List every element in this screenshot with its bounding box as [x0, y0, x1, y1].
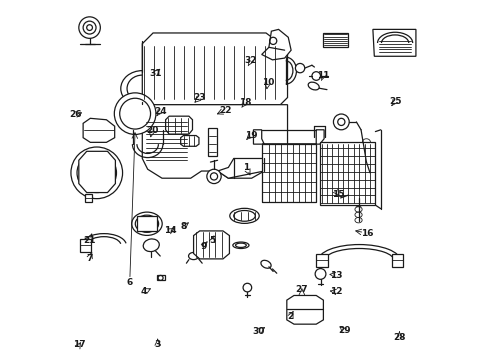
Text: 19: 19	[244, 131, 257, 140]
Ellipse shape	[131, 212, 162, 235]
Text: 2: 2	[286, 312, 293, 321]
Ellipse shape	[307, 82, 319, 90]
Polygon shape	[193, 231, 229, 259]
Bar	[319, 142, 375, 205]
Ellipse shape	[261, 260, 270, 268]
Polygon shape	[217, 158, 287, 178]
Polygon shape	[79, 151, 115, 193]
Text: 26: 26	[69, 110, 81, 119]
Text: 18: 18	[239, 98, 251, 107]
Polygon shape	[85, 194, 92, 202]
Text: 13: 13	[329, 270, 342, 279]
Polygon shape	[253, 130, 264, 144]
Bar	[316, 254, 327, 267]
Circle shape	[325, 191, 340, 205]
Text: 29: 29	[337, 326, 350, 335]
Polygon shape	[142, 33, 287, 105]
Text: 5: 5	[209, 237, 215, 246]
Text: 28: 28	[392, 333, 405, 342]
Text: 1: 1	[243, 163, 249, 172]
Bar	[207, 128, 217, 156]
Ellipse shape	[229, 208, 259, 224]
Text: 24: 24	[154, 107, 166, 116]
Polygon shape	[165, 116, 192, 134]
Circle shape	[71, 147, 122, 199]
Text: 6: 6	[126, 278, 133, 287]
Text: 15: 15	[331, 190, 344, 199]
Circle shape	[314, 269, 325, 279]
Circle shape	[333, 114, 348, 130]
Text: 16: 16	[360, 229, 373, 238]
Bar	[156, 275, 164, 280]
Circle shape	[295, 63, 304, 73]
Bar	[137, 216, 156, 231]
Circle shape	[114, 93, 156, 134]
Ellipse shape	[232, 242, 248, 248]
Ellipse shape	[143, 239, 159, 252]
Bar	[391, 254, 402, 267]
Text: 23: 23	[193, 93, 205, 102]
Polygon shape	[180, 135, 199, 146]
Text: 10: 10	[261, 78, 273, 87]
Circle shape	[243, 283, 251, 292]
Text: 32: 32	[244, 57, 257, 66]
Circle shape	[311, 72, 320, 80]
Text: 12: 12	[329, 287, 342, 296]
Text: 17: 17	[73, 340, 86, 349]
Bar	[80, 239, 91, 252]
Text: 8: 8	[180, 222, 186, 231]
Text: 14: 14	[163, 226, 176, 235]
Text: 21: 21	[83, 236, 96, 245]
Polygon shape	[83, 118, 115, 142]
Circle shape	[79, 17, 100, 39]
Polygon shape	[286, 296, 323, 324]
Polygon shape	[316, 130, 324, 144]
Text: 31: 31	[149, 69, 162, 78]
Text: 20: 20	[145, 126, 158, 135]
Text: 30: 30	[252, 327, 264, 336]
Text: 11: 11	[317, 71, 329, 80]
Text: 27: 27	[295, 285, 307, 294]
Text: 4: 4	[141, 287, 147, 296]
Text: 3: 3	[154, 341, 161, 350]
Polygon shape	[142, 105, 287, 178]
Bar	[262, 144, 316, 202]
Text: 22: 22	[219, 105, 232, 114]
Polygon shape	[261, 30, 290, 60]
Ellipse shape	[188, 252, 198, 260]
Polygon shape	[372, 30, 415, 56]
Bar	[323, 33, 347, 47]
Text: 9: 9	[200, 242, 206, 251]
Text: 25: 25	[388, 96, 401, 105]
Text: 7: 7	[86, 254, 93, 263]
Circle shape	[206, 169, 221, 184]
